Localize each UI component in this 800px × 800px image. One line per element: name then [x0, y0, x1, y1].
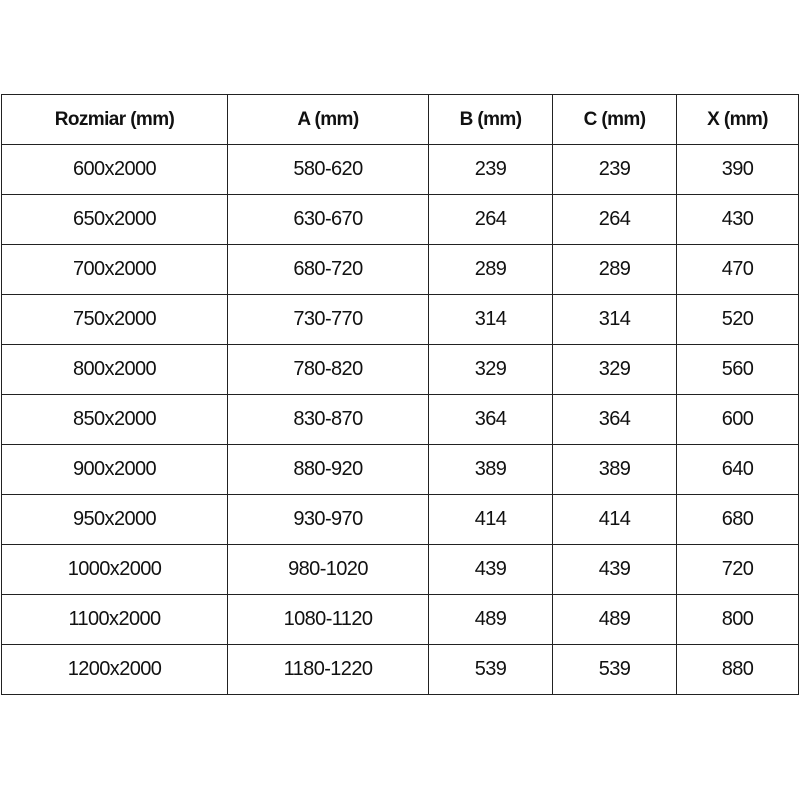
- table-cell: 414: [428, 494, 553, 545]
- table-cell: 600: [676, 394, 799, 445]
- table-cell: 880: [676, 644, 799, 695]
- table-cell: 264: [552, 194, 677, 245]
- table-row: 950x2000 930-970 414 414 680: [1, 494, 799, 545]
- table-row: 1000x2000 980-1020 439 439 720: [1, 544, 799, 595]
- table-cell: 389: [552, 444, 677, 495]
- table-cell: 264: [428, 194, 553, 245]
- table-cell: 650x2000: [1, 194, 228, 245]
- table-cell: 414: [552, 494, 677, 545]
- table-row: 600x2000 580-620 239 239 390: [1, 144, 799, 195]
- table-row: 1100x2000 1080-1120 489 489 800: [1, 594, 799, 645]
- table-cell: 930-970: [227, 494, 429, 545]
- table-row: 1200x2000 1180-1220 539 539 880: [1, 644, 799, 695]
- column-header: B (mm): [428, 94, 553, 145]
- table-cell: 314: [428, 294, 553, 345]
- table-cell: 289: [552, 244, 677, 295]
- table-cell: 289: [428, 244, 553, 295]
- table-row: 800x2000 780-820 329 329 560: [1, 344, 799, 395]
- table-cell: 600x2000: [1, 144, 228, 195]
- table-cell: 520: [676, 294, 799, 345]
- column-header: X (mm): [676, 94, 799, 145]
- dimensions-table: Rozmiar (mm) A (mm) B (mm) C (mm) X (mm) 600…: [1, 94, 799, 695]
- table-cell: 430: [676, 194, 799, 245]
- table-cell: 720: [676, 544, 799, 595]
- table-cell: 1200x2000: [1, 644, 228, 695]
- header-row: Rozmiar (mm) A (mm) B (mm) C (mm) X (mm): [1, 94, 799, 145]
- column-header: C (mm): [552, 94, 677, 145]
- table-cell: 329: [428, 344, 553, 395]
- table-cell: 580-620: [227, 144, 429, 195]
- table-cell: 329: [552, 344, 677, 395]
- table-cell: 489: [552, 594, 677, 645]
- table-cell: 439: [552, 544, 677, 595]
- table-cell: 800x2000: [1, 344, 228, 395]
- table-cell: 439: [428, 544, 553, 595]
- table-cell: 880-920: [227, 444, 429, 495]
- table-cell: 390: [676, 144, 799, 195]
- table-cell: 1180-1220: [227, 644, 429, 695]
- table-row: 900x2000 880-920 389 389 640: [1, 444, 799, 495]
- table-cell: 680: [676, 494, 799, 545]
- table-cell: 560: [676, 344, 799, 395]
- table-cell: 750x2000: [1, 294, 228, 345]
- table-cell: 780-820: [227, 344, 429, 395]
- table-cell: 1100x2000: [1, 594, 228, 645]
- table-cell: 680-720: [227, 244, 429, 295]
- table-cell: 489: [428, 594, 553, 645]
- table-cell: 314: [552, 294, 677, 345]
- table-cell: 830-870: [227, 394, 429, 445]
- table-row: 750x2000 730-770 314 314 520: [1, 294, 799, 345]
- table-cell: 364: [428, 394, 553, 445]
- column-header: Rozmiar (mm): [1, 94, 228, 145]
- table-row: 650x2000 630-670 264 264 430: [1, 194, 799, 245]
- table-cell: 539: [552, 644, 677, 695]
- table-cell: 389: [428, 444, 553, 495]
- table-cell: 950x2000: [1, 494, 228, 545]
- table-cell: 630-670: [227, 194, 429, 245]
- column-header: A (mm): [227, 94, 429, 145]
- table-cell: 800: [676, 594, 799, 645]
- table-cell: 730-770: [227, 294, 429, 345]
- table-cell: 470: [676, 244, 799, 295]
- table-cell: 364: [552, 394, 677, 445]
- table-cell: 980-1020: [227, 544, 429, 595]
- table-cell: 850x2000: [1, 394, 228, 445]
- table-cell: 1000x2000: [1, 544, 228, 595]
- table-cell: 900x2000: [1, 444, 228, 495]
- table-row: 700x2000 680-720 289 289 470: [1, 244, 799, 295]
- table-cell: 239: [428, 144, 553, 195]
- table-cell: 1080-1120: [227, 594, 429, 645]
- table-row: 850x2000 830-870 364 364 600: [1, 394, 799, 445]
- table-cell: 700x2000: [1, 244, 228, 295]
- table-cell: 539: [428, 644, 553, 695]
- table-cell: 239: [552, 144, 677, 195]
- table-cell: 640: [676, 444, 799, 495]
